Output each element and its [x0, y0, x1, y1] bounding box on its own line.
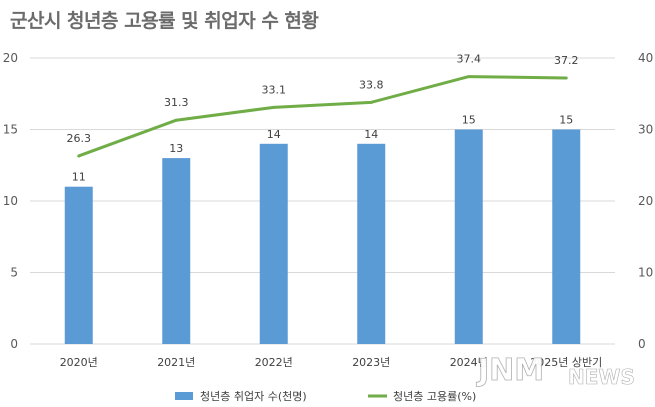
left-tick-label: 0	[10, 337, 18, 351]
line-point	[467, 75, 471, 79]
line-data-label: 37.2	[554, 54, 579, 67]
watermark-logo: NEWS	[568, 365, 635, 389]
bar-data-label: 15	[559, 114, 573, 127]
bar-data-label: 14	[267, 128, 281, 141]
category-label: 2022년	[255, 356, 293, 369]
bar-data-label: 11	[72, 171, 86, 184]
right-tick-label: 20	[638, 194, 653, 208]
line-point	[174, 118, 178, 122]
line-path	[78, 75, 567, 158]
right-axis-ticks: 0 10 20 30 40	[638, 51, 653, 351]
legend-label: 청년층 고용률(%)	[393, 390, 476, 403]
bar	[64, 186, 93, 344]
category-label: 2025년 상반기	[530, 356, 602, 369]
bar	[162, 158, 191, 344]
legend-swatch-bar	[175, 392, 193, 400]
legend: 청년층 취업자 수(천명) 청년층 고용률(%)	[175, 389, 476, 403]
line-data-label: 31.3	[164, 96, 189, 109]
right-tick-label: 10	[638, 266, 653, 280]
line-point	[369, 100, 373, 104]
line-point	[77, 154, 81, 158]
chart-title: 군산시 청년층 고용률 및 취업자 수 현황	[10, 10, 319, 32]
category-label: 2024년	[450, 356, 488, 369]
bar	[552, 129, 581, 344]
data-labels: 11 13 14 14 15 15 26.3 31.3 33.1 33.8 37.4 37.2	[67, 53, 579, 184]
watermark-logo: JNM	[476, 353, 544, 388]
category-label: 2021년	[157, 356, 195, 369]
left-tick-label: 10	[3, 194, 18, 208]
line-point	[564, 76, 568, 80]
left-tick-label: 5	[10, 266, 18, 280]
bar	[259, 143, 288, 344]
bar	[357, 143, 386, 344]
line-point	[272, 105, 276, 109]
line-data-label: 33.1	[262, 83, 287, 96]
right-tick-label: 30	[638, 123, 653, 137]
category-label: 2020년	[60, 356, 98, 369]
gridlines	[30, 57, 615, 345]
line-series	[77, 75, 568, 158]
left-tick-label: 15	[3, 123, 18, 137]
bar-series	[64, 129, 581, 344]
left-axis-ticks: 0 5 10 15 20	[3, 51, 18, 351]
bar	[454, 129, 483, 344]
category-label: 2023년	[352, 356, 390, 369]
bar-data-label: 15	[462, 114, 476, 127]
bar-data-label: 14	[364, 128, 378, 141]
right-tick-label: 0	[638, 337, 646, 351]
line-data-label: 37.4	[457, 53, 482, 66]
category-labels: 2020년 2021년 2022년 2023년 2024년 2025년 상반기	[60, 356, 603, 369]
legend-label: 청년층 취업자 수(천명)	[200, 389, 307, 403]
line-data-label: 26.3	[67, 132, 92, 145]
right-tick-label: 40	[638, 51, 653, 65]
watermark: JNM NEWS	[476, 353, 636, 390]
line-data-label: 33.8	[359, 78, 384, 91]
left-tick-label: 20	[3, 51, 18, 65]
bar-data-label: 13	[169, 142, 183, 155]
